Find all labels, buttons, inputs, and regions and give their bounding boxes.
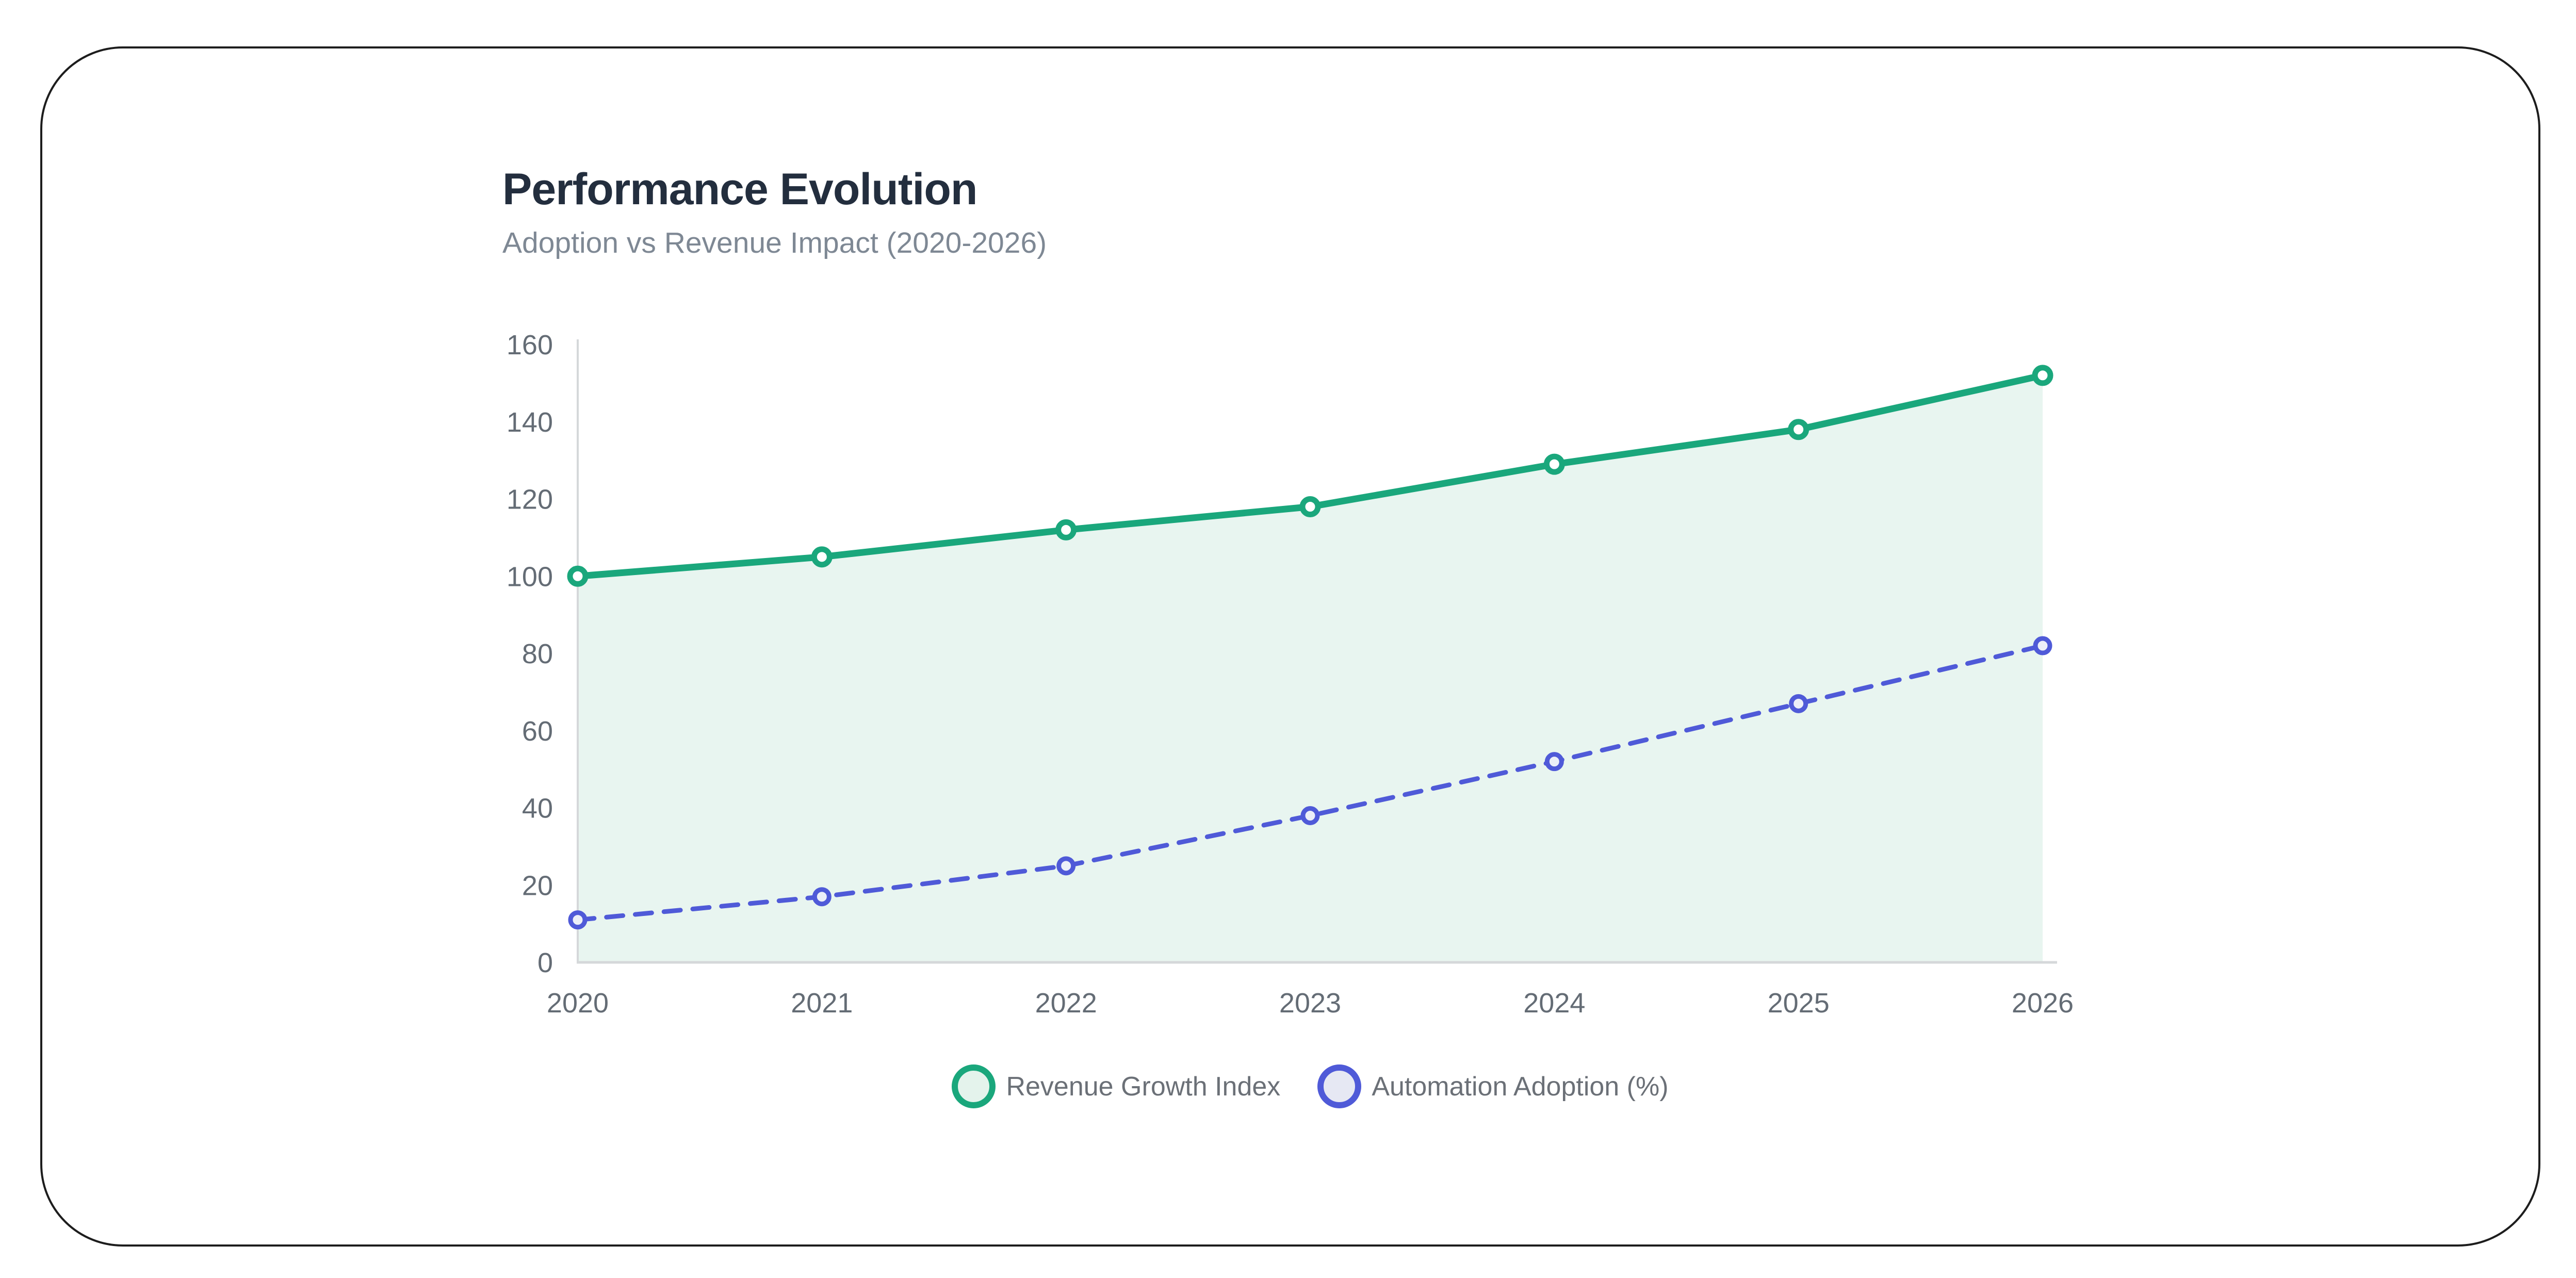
- axes: [577, 339, 2057, 964]
- adoption-data-point-2021[interactable]: [812, 887, 832, 907]
- y-tick-label: 40: [522, 793, 553, 824]
- x-tick-label: 2026: [2012, 988, 2074, 1019]
- adoption-data-point-2024[interactable]: [1544, 752, 1564, 772]
- revenue-data-point-2020[interactable]: [567, 565, 589, 587]
- x-tick-label: 2024: [1523, 988, 1585, 1019]
- revenue-data-point-2022[interactable]: [1055, 519, 1077, 540]
- chart-header: Performance Evolution Adoption vs Revenu…: [502, 167, 1047, 258]
- y-tick-label: 140: [507, 407, 553, 438]
- card-frame: [40, 46, 2540, 1247]
- adoption-series-layer: [568, 636, 2052, 930]
- adoption-data-point-2026[interactable]: [2033, 636, 2052, 656]
- legend-label-revenue: Revenue Growth Index: [1006, 1071, 1281, 1102]
- revenue-area-fill: [578, 375, 2043, 962]
- adoption-legend-marker-icon: [1317, 1064, 1362, 1108]
- y-tick-label: 120: [507, 484, 553, 515]
- y-axis-tick-labels: 0 20 40 60 80 100 120 140 160: [507, 330, 553, 978]
- adoption-data-point-2020[interactable]: [568, 910, 588, 930]
- x-axis-tick-labels: 2020 2021 2022 2023 2024 2025 2026: [547, 988, 2074, 1019]
- x-tick-label: 2020: [547, 988, 609, 1019]
- x-tick-label: 2023: [1279, 988, 1341, 1019]
- revenue-series-layer: [567, 365, 2053, 587]
- x-tick-label: 2025: [1768, 988, 1830, 1019]
- adoption-data-point-2022[interactable]: [1056, 856, 1076, 876]
- adoption-data-point-2025[interactable]: [1789, 694, 1808, 713]
- x-tick-label: 2022: [1035, 988, 1097, 1019]
- area-fill-layer: [578, 375, 2043, 962]
- chart-subtitle: Adoption vs Revenue Impact (2020-2026): [502, 226, 1047, 259]
- y-tick-label: 60: [522, 716, 553, 747]
- y-tick-label: 80: [522, 638, 553, 669]
- legend-item-adoption[interactable]: Automation Adoption (%): [1317, 1064, 1669, 1108]
- revenue-data-point-2025[interactable]: [1788, 419, 1809, 440]
- revenue-data-point-2024[interactable]: [1543, 453, 1565, 475]
- y-tick-label: 0: [537, 947, 553, 978]
- revenue-data-point-2021[interactable]: [811, 546, 833, 568]
- y-tick-label: 160: [507, 330, 553, 361]
- y-tick-label: 20: [522, 870, 553, 901]
- page-title: Performance Evolution: [502, 165, 977, 214]
- revenue-data-point-2023[interactable]: [1299, 496, 1321, 517]
- chart-legend: Revenue Growth Index Automation Adoption…: [578, 1064, 2043, 1108]
- adoption-data-point-2023[interactable]: [1300, 806, 1320, 825]
- y-tick-label: 100: [507, 561, 553, 592]
- legend-label-adoption: Automation Adoption (%): [1372, 1071, 1669, 1102]
- legend-item-revenue[interactable]: Revenue Growth Index: [952, 1064, 1280, 1108]
- x-tick-label: 2021: [791, 988, 853, 1019]
- revenue-legend-marker-icon: [952, 1064, 996, 1108]
- revenue-data-point-2026[interactable]: [2032, 365, 2053, 386]
